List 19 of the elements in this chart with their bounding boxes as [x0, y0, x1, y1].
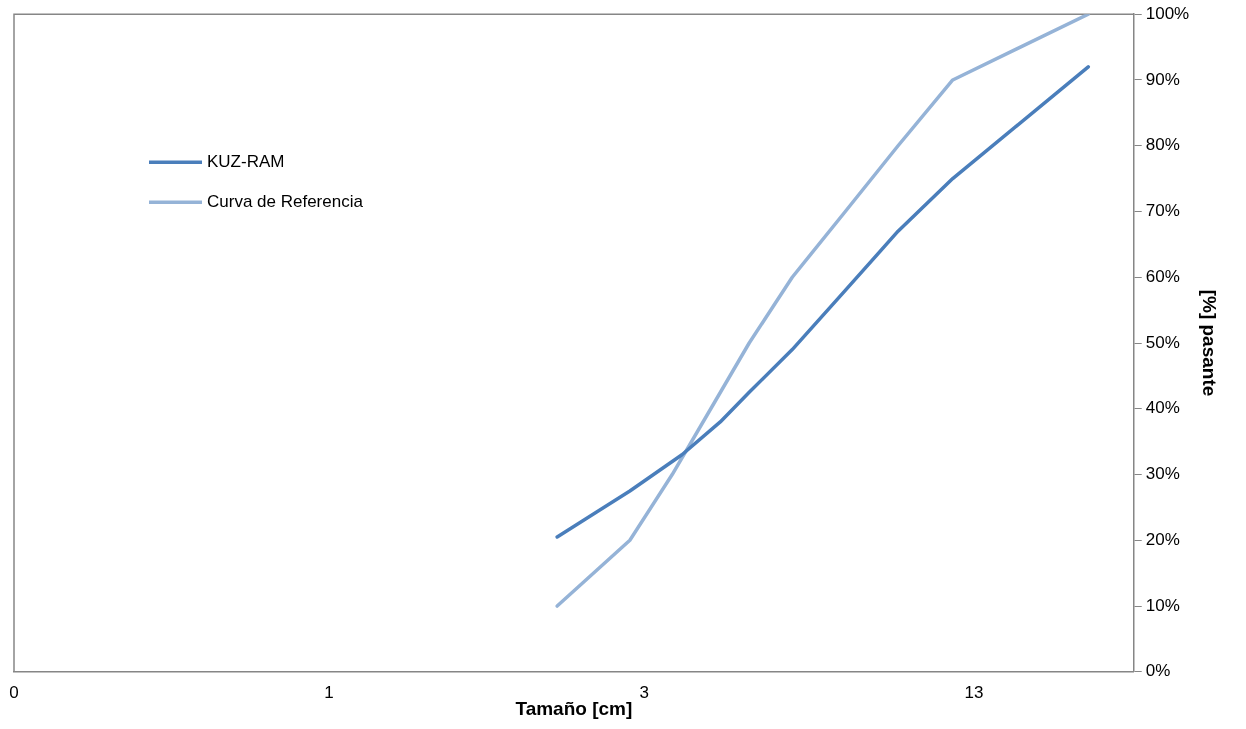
- y-tick-label: 10%: [1145, 595, 1180, 615]
- legend-label: KUZ-RAM: [207, 151, 285, 171]
- x-tick-label: 13: [964, 682, 984, 702]
- x-tick-label: 3: [639, 682, 650, 702]
- legend-label: Curva de Referencia: [207, 191, 364, 211]
- y-tick-label: 20%: [1145, 529, 1180, 549]
- y-tick-label: 30%: [1145, 464, 1180, 484]
- y-tick-label: 0%: [1145, 661, 1171, 681]
- x-axis-title: Tamaño [cm]: [515, 697, 633, 719]
- y-tick-label: 90%: [1145, 69, 1180, 89]
- y-tick-label: 100%: [1145, 3, 1190, 23]
- y-tick-label: 60%: [1145, 266, 1180, 286]
- y-tick-label: 40%: [1145, 398, 1180, 418]
- y-axis-title: [%] pasante: [1199, 289, 1221, 397]
- x-tick-label: 1: [324, 682, 334, 702]
- y-tick-label: 50%: [1145, 332, 1180, 352]
- y-tick-label: 80%: [1145, 135, 1180, 155]
- x-tick-label: 0: [9, 682, 19, 702]
- y-tick-label: 70%: [1145, 201, 1180, 221]
